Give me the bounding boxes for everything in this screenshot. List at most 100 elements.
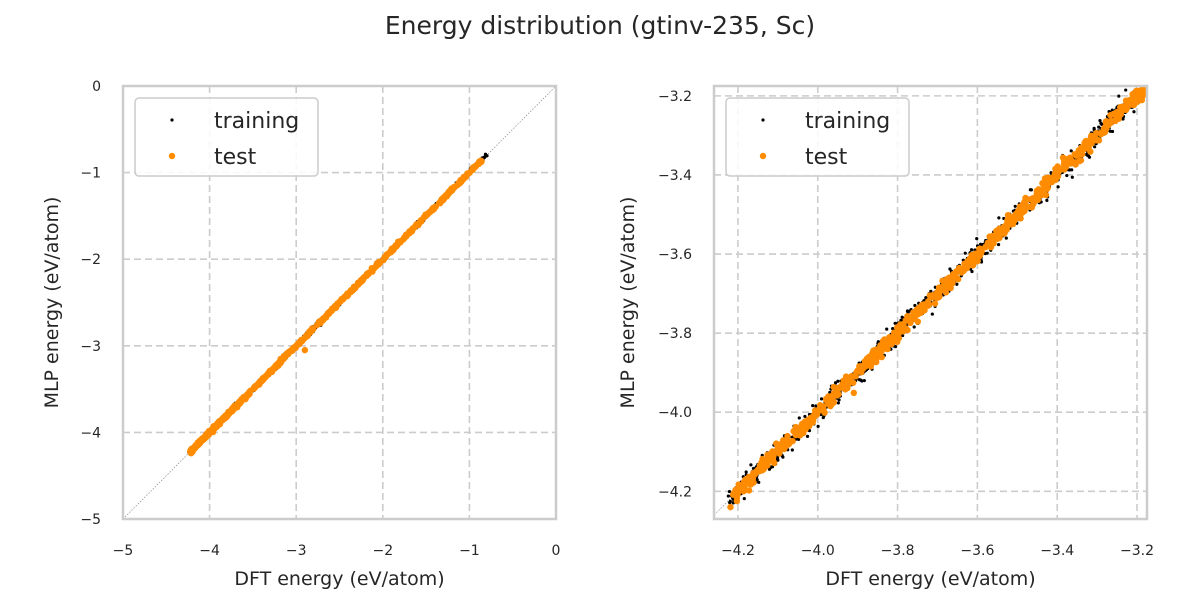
point-test [361, 273, 368, 281]
point-test [747, 473, 754, 480]
point-test [938, 283, 945, 291]
point-test [745, 487, 753, 494]
point-test [476, 158, 483, 165]
point-test [1134, 98, 1141, 105]
point-training [1065, 173, 1069, 178]
point-training [1070, 175, 1074, 179]
x-tick-label: −1 [459, 543, 480, 559]
point-training [836, 401, 840, 405]
point-training [1069, 149, 1073, 153]
point-training [781, 455, 785, 459]
x-tick-label: 0 [552, 543, 561, 559]
legend-box [134, 97, 319, 177]
point-test [867, 354, 875, 361]
point-test-outlier [301, 346, 309, 354]
point-test [332, 303, 339, 310]
y-tick-label: −3.6 [658, 247, 692, 263]
point-test [784, 432, 791, 440]
point-test [296, 338, 303, 346]
point-test [252, 383, 259, 391]
legend-marker-test [168, 152, 176, 160]
legend: training test [134, 97, 319, 177]
point-test [805, 416, 812, 423]
point-test [1025, 203, 1033, 211]
x-tick-label: −2 [372, 543, 393, 559]
point-training [893, 321, 897, 325]
point-test [453, 182, 461, 189]
point-training [1084, 152, 1089, 156]
point-test [796, 432, 804, 439]
point-training [814, 404, 818, 408]
point-training [1098, 119, 1102, 123]
point-training [837, 398, 841, 402]
point-test [242, 393, 250, 400]
point-test [921, 302, 929, 310]
y-tick-label: −3 [80, 339, 101, 355]
point-training [744, 470, 748, 474]
point-test [873, 358, 880, 366]
point-test [958, 269, 965, 276]
point-test [229, 404, 237, 412]
point-test [780, 443, 788, 450]
point-test [968, 256, 975, 264]
point-training [969, 248, 974, 252]
y-tick-label: −3.4 [658, 168, 692, 184]
legend-label-test: test [805, 145, 848, 170]
point-test [336, 298, 344, 305]
point-test [189, 448, 196, 455]
point-test [1115, 109, 1122, 117]
point-test [1060, 165, 1068, 172]
point-test [1019, 201, 1027, 209]
y-axis-label: MLP energy (eV/atom) [41, 197, 63, 409]
point-test [1122, 106, 1130, 114]
point-test [1010, 214, 1018, 221]
point-test [1093, 129, 1100, 137]
y-tick-label: −5 [80, 512, 101, 528]
point-training [1093, 145, 1097, 149]
point-test [931, 300, 939, 307]
legend-label-training: training [214, 109, 299, 134]
point-training [1132, 110, 1136, 114]
y-tick-label: −4.2 [658, 484, 692, 500]
legend-box [725, 97, 910, 177]
point-test [429, 204, 437, 212]
points [726, 86, 1147, 511]
point-test [347, 288, 354, 295]
point-test [994, 235, 1001, 243]
point-test [437, 197, 445, 205]
point-training [483, 152, 488, 156]
point-test [271, 363, 279, 371]
point-training [775, 457, 780, 461]
point-training [900, 315, 904, 319]
point-test [1077, 157, 1085, 164]
point-training [805, 434, 810, 438]
point-test [827, 402, 834, 410]
point-test [878, 353, 885, 361]
point-test [376, 259, 384, 266]
point-test [382, 253, 390, 260]
point-training [742, 497, 746, 501]
point-test [969, 262, 977, 269]
point-test [891, 333, 899, 340]
point-training [948, 267, 952, 271]
point-training [970, 269, 974, 274]
point-training [1121, 117, 1125, 121]
point-test [763, 458, 771, 466]
point-test [929, 291, 936, 299]
point-test [1048, 178, 1056, 186]
point-test [835, 385, 842, 392]
y-tick-label: −4 [80, 425, 101, 441]
point-test [742, 480, 750, 487]
x-tick-label: −4.0 [801, 543, 835, 559]
x-tick-label: −3.8 [881, 543, 915, 559]
point-training [1070, 168, 1074, 172]
point-test [747, 481, 755, 488]
point-test [884, 345, 891, 353]
point-test [1054, 169, 1061, 176]
figure-title: Energy distribution (gtinv-235, Sc) [385, 11, 815, 40]
right-panel: −4.2 −4.0 −3.8 −3.6 −3.4 −3.2 −4.2 −4.0 −3.8 −3.6… [617, 84, 1154, 590]
point-test [1097, 130, 1105, 137]
point-training [862, 379, 866, 383]
point-training [929, 289, 933, 293]
